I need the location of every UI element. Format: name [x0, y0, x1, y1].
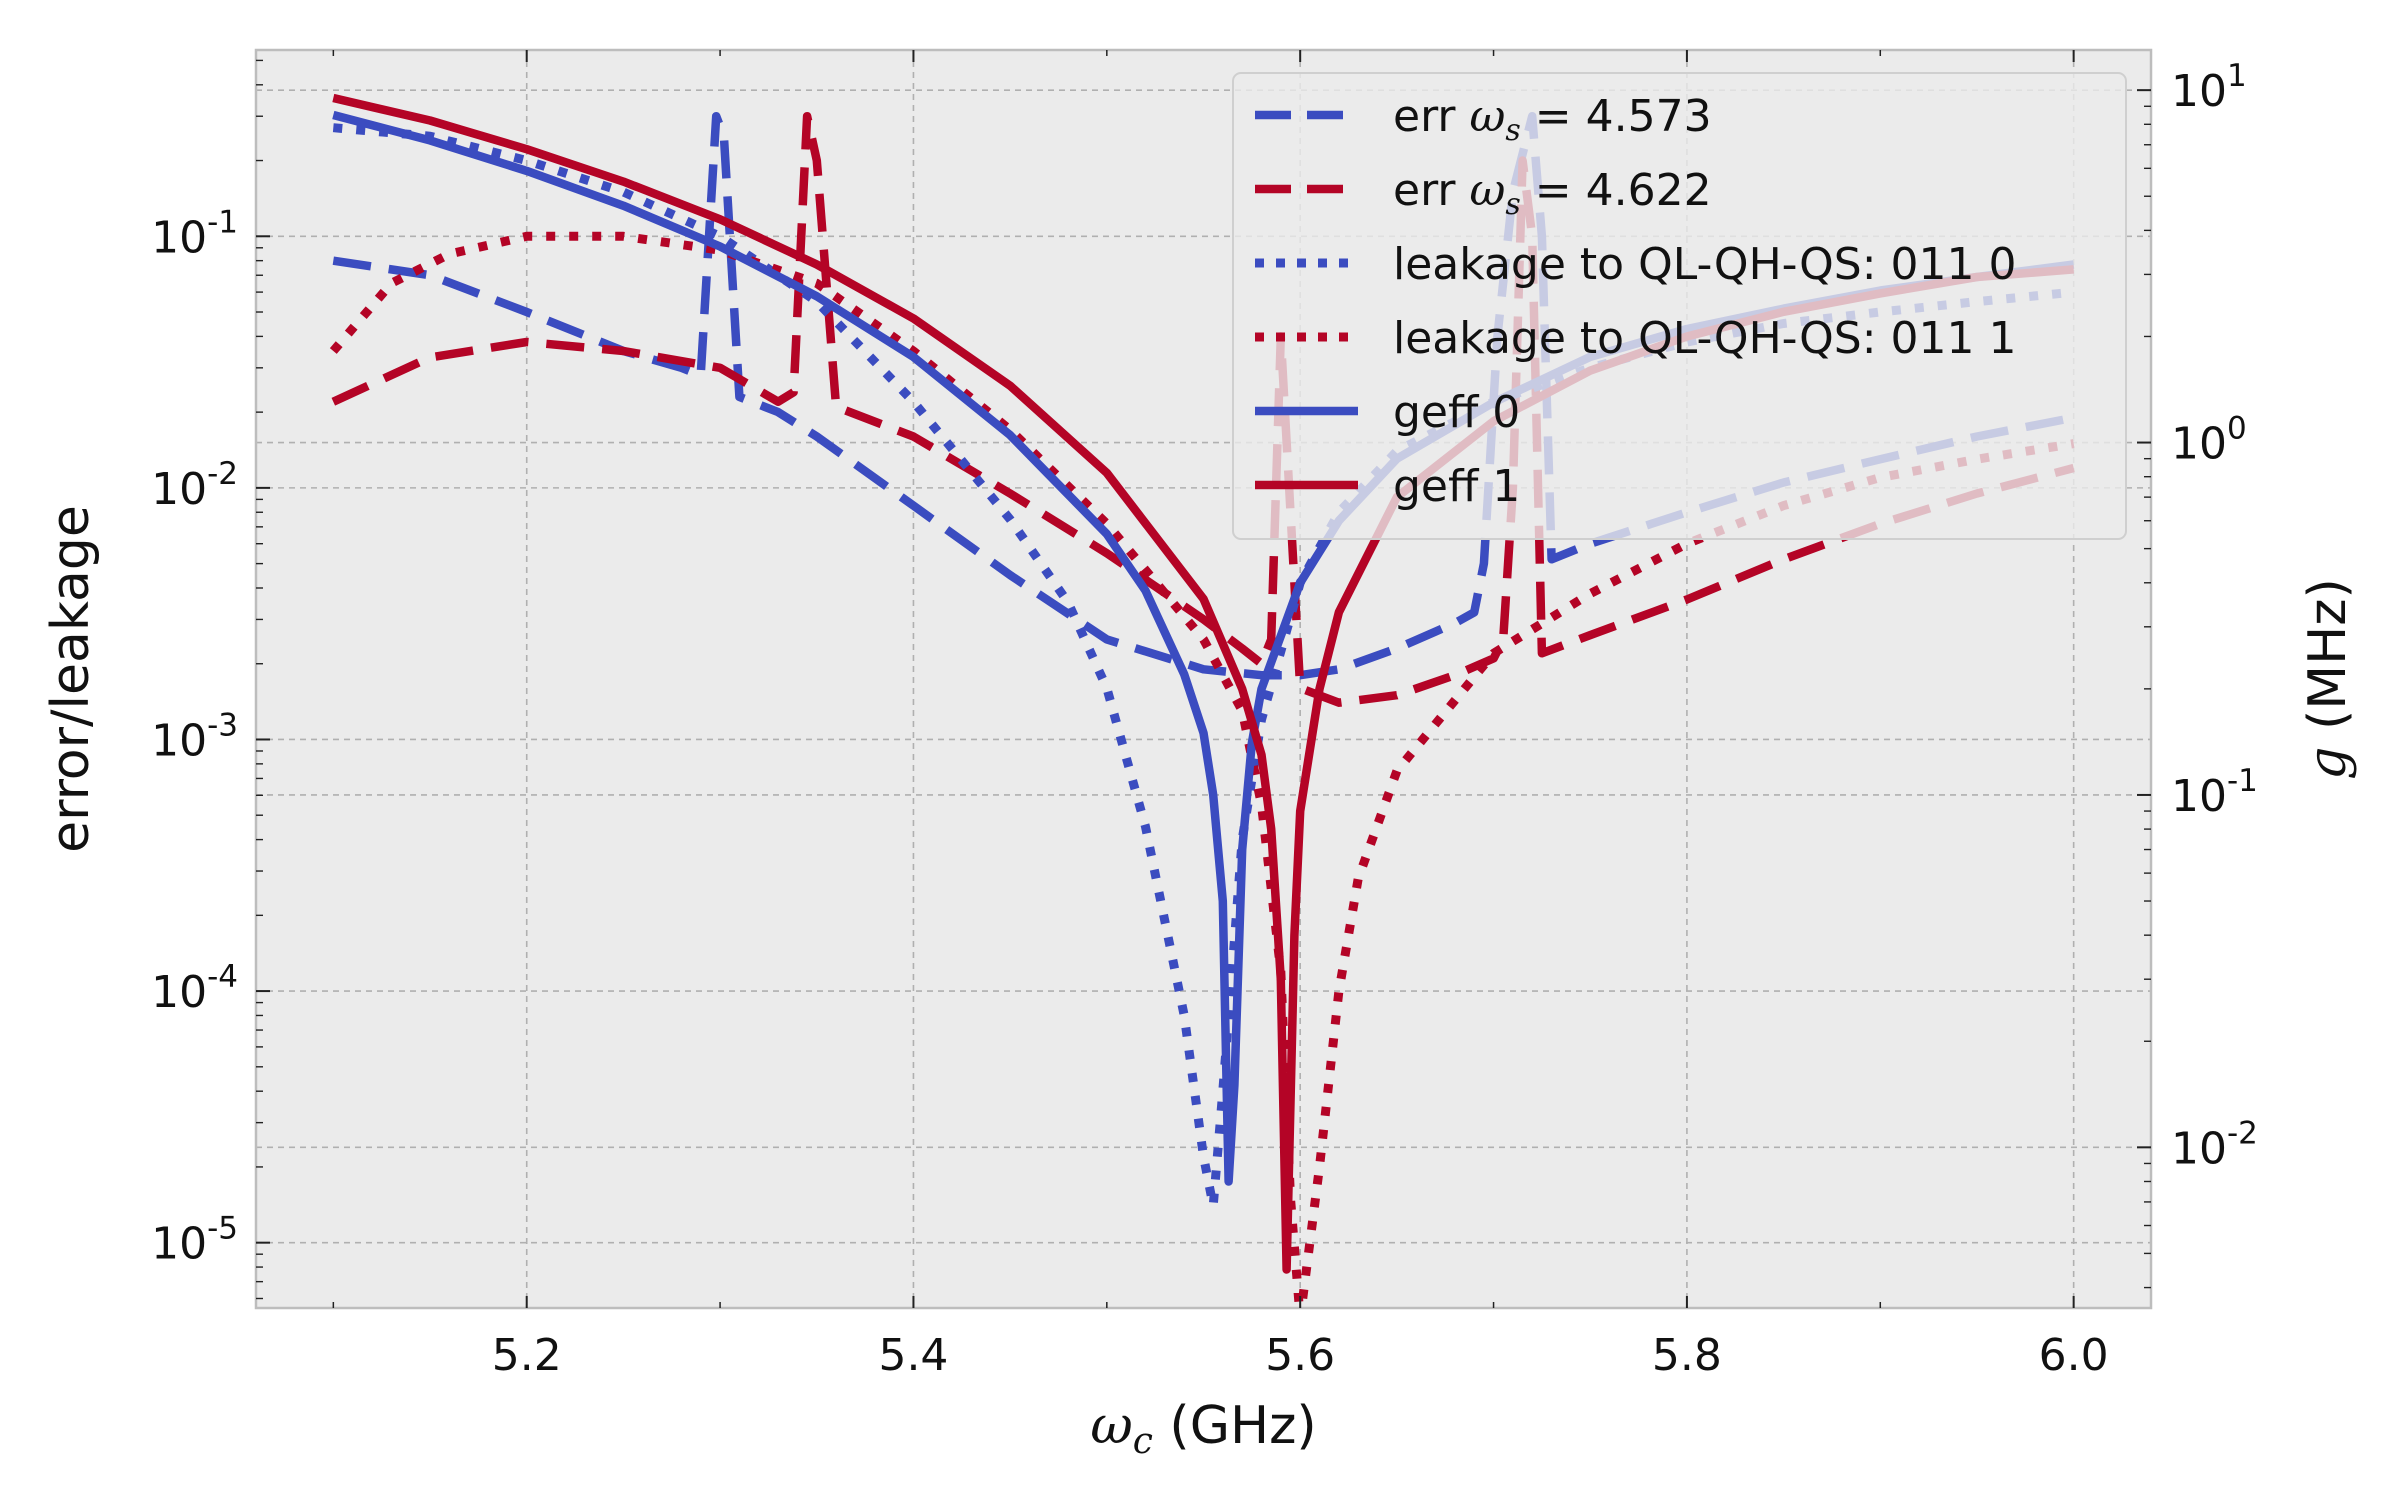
- y-left-axis-label: error/leakage: [41, 505, 101, 853]
- x-axis-label-unit: (GHz): [1153, 1396, 1317, 1456]
- legend-item: err ωs = 4.622: [1255, 165, 1712, 222]
- y-left-tick-exp: -5: [207, 1211, 238, 1247]
- legend-item: geff 1: [1255, 461, 1520, 512]
- legend-label-text: geff 1: [1393, 461, 1520, 512]
- legend-label: geff 0: [1393, 387, 1520, 438]
- legend-label-suffix: = 4.573: [1521, 91, 1712, 142]
- y-left-tick-label: 10-2: [151, 456, 238, 515]
- plot-frame: [254, 48, 2153, 1310]
- legend-box: [1232, 72, 2127, 540]
- y-left-tick-label: 10-4: [151, 959, 238, 1018]
- x-axis-label-var: ω: [1090, 1396, 1132, 1456]
- y-right-tick-exp: -2: [2227, 1115, 2258, 1151]
- y-right-tick-exp: 0: [2227, 411, 2247, 447]
- legend-item: leakage to QL-QH-QS: 011 0: [1255, 239, 2016, 290]
- x-tick-label: 5.6: [1265, 1330, 1335, 1381]
- y-right-tick-label: 10-2: [2171, 1115, 2258, 1174]
- y-right-axis-label: g (MHz): [2298, 578, 2358, 780]
- legend-label: err ωs = 4.622: [1393, 165, 1712, 222]
- y-right-tick-label: 100: [2171, 411, 2247, 470]
- y-right-tick-base: 10: [2171, 771, 2227, 822]
- legend-label-text: leakage to QL-QH-QS: 011 1: [1393, 313, 2016, 364]
- x-tick-label: 6.0: [2039, 1330, 2109, 1381]
- y-left-tick-base: 10: [151, 464, 207, 515]
- y-right-axis-label-unit: (MHz): [2298, 578, 2358, 746]
- y-left-tick-base: 10: [151, 967, 207, 1018]
- legend-label-suffix: = 4.622: [1521, 165, 1712, 216]
- legend-label-prefix: err: [1393, 91, 1469, 142]
- legend-label-text: leakage to QL-QH-QS: 011 0: [1393, 239, 2016, 290]
- legend-label-var: ω: [1469, 91, 1505, 142]
- y-left-tick-exp: -2: [207, 456, 238, 492]
- y-left-tick-exp: -4: [207, 959, 238, 995]
- y-right-tick-label: 101: [2171, 58, 2247, 117]
- y-right-tick-exp: 1: [2227, 58, 2247, 94]
- legend-item: leakage to QL-QH-QS: 011 1: [1255, 313, 2016, 364]
- legend-label-sub: s: [1505, 187, 1520, 222]
- legend-item: geff 0: [1255, 387, 1520, 438]
- y-left-tick-base: 10: [151, 1219, 207, 1270]
- y-left-tick-label: 10-1: [151, 204, 238, 263]
- legend-label-sub: s: [1505, 113, 1520, 148]
- y-left-tick-exp: -3: [207, 707, 238, 743]
- y-right-tick-base: 10: [2171, 1123, 2227, 1174]
- x-axis-label: ωc (GHz): [1090, 1396, 1316, 1462]
- y-left-tick-base: 10: [151, 212, 207, 263]
- x-axis-label-sub: c: [1133, 1421, 1153, 1462]
- legend-label-text: geff 0: [1393, 387, 1520, 438]
- x-tick-label: 5.8: [1652, 1330, 1722, 1381]
- x-tick-label: 5.4: [878, 1330, 948, 1381]
- legend-label: err ωs = 4.573: [1393, 91, 1712, 148]
- legend-item: err ωs = 4.573: [1255, 91, 1712, 148]
- legend-label: leakage to QL-QH-QS: 011 0: [1393, 239, 2016, 290]
- ticks: 5.2 5.4 5.6 5.8 6.010-510-410-310-210-110-21…: [151, 50, 2258, 1381]
- y-right-tick-exp: -1: [2227, 763, 2258, 799]
- y-left-tick-label: 10-5: [151, 1211, 238, 1270]
- axis-labels: ωc (GHz) error/leakage g (MHz): [41, 505, 2358, 1462]
- x-tick-label: 5.2: [492, 1330, 562, 1381]
- legend-label-prefix: err: [1393, 165, 1469, 216]
- legend-label: leakage to QL-QH-QS: 011 1: [1393, 313, 2016, 364]
- y-left-tick-label: 10-3: [151, 707, 238, 766]
- y-right-tick-base: 10: [2171, 419, 2227, 470]
- y-left-tick-exp: -1: [207, 204, 238, 240]
- y-right-axis-label-var: g: [2298, 747, 2358, 780]
- legend-label-var: ω: [1469, 165, 1505, 216]
- legend-label: geff 1: [1393, 461, 1520, 512]
- y-right-tick-base: 10: [2171, 66, 2227, 117]
- y-left-tick-base: 10: [151, 715, 207, 766]
- series-line-2: [331, 111, 2075, 707]
- y-right-tick-label: 10-1: [2171, 763, 2258, 822]
